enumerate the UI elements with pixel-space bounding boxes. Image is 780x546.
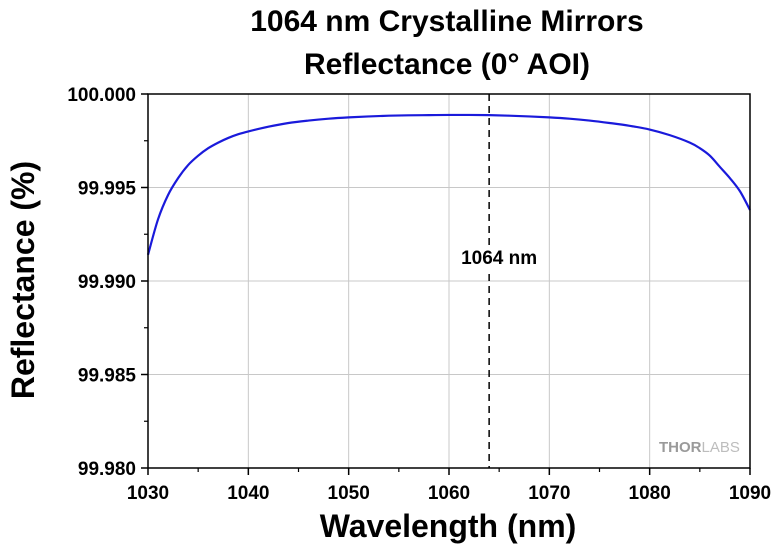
annotation-label: 1064 nm: [461, 248, 537, 269]
x-tick-label: 1030: [127, 483, 169, 504]
y-tick-label: 99.985: [78, 366, 137, 387]
x-tick-label: 1080: [629, 483, 671, 504]
annotation-label-bg: [451, 246, 548, 271]
x-tick-label: 1070: [528, 483, 570, 504]
gridlines: [148, 94, 750, 468]
chart-title-line1: 1064 nm Crystalline Mirrors: [250, 5, 644, 38]
y-tick-label: 100.000: [67, 85, 136, 106]
watermark: THORLABS: [659, 439, 740, 456]
x-axis-ticks: 1030 1040 1050 1060 1070 1080 1090: [127, 468, 771, 504]
x-tick-label: 1040: [227, 483, 269, 504]
watermark-light: LABS: [702, 439, 740, 456]
y-tick-label: 99.980: [78, 459, 136, 480]
chart-title-line2: Reflectance (0° AOI): [304, 48, 590, 81]
x-tick-label: 1050: [328, 483, 370, 504]
x-tick-label: 1090: [729, 483, 771, 504]
series-layer: [146, 113, 751, 256]
y-axis-ticks: 99.980 99.985 99.990 99.995 100.000: [67, 85, 148, 480]
series-line-reflectance: [146, 113, 751, 256]
watermark-bold: THOR: [659, 439, 702, 456]
x-axis-label: Wavelength (nm): [320, 508, 577, 544]
y-tick-label: 99.990: [78, 272, 136, 293]
x-tick-label: 1060: [428, 483, 470, 504]
y-axis-label: Reflectance (%): [5, 161, 41, 399]
annotation-group: 1064 nm: [451, 94, 548, 468]
y-tick-label: 99.995: [78, 179, 137, 200]
